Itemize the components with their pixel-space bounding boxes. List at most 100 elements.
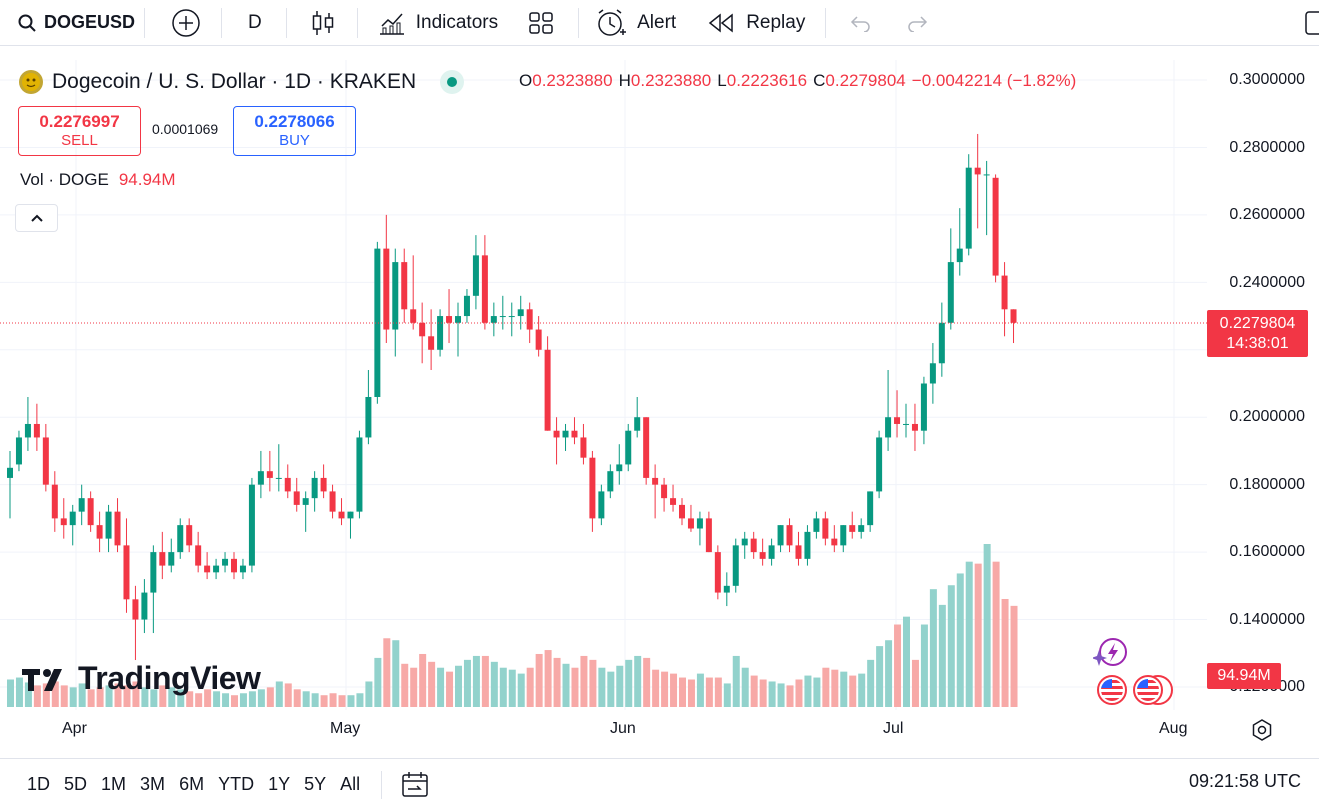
candle-body	[580, 437, 587, 458]
range-1d[interactable]: 1D	[27, 774, 51, 794]
replay-button[interactable]: Replay	[708, 0, 805, 46]
candle-body	[714, 552, 721, 593]
undo-icon	[848, 14, 872, 32]
candle-body	[437, 316, 444, 350]
candle	[195, 531, 202, 573]
candle	[723, 572, 730, 607]
range-all[interactable]: All	[340, 774, 361, 794]
candle-body	[347, 511, 354, 519]
range-1y[interactable]: 1Y	[268, 774, 291, 794]
candle-body	[114, 511, 121, 546]
candle	[571, 417, 578, 445]
volume-bar	[508, 669, 516, 707]
candle	[508, 302, 515, 337]
candle-body	[625, 430, 632, 465]
candle-body	[257, 471, 264, 485]
symbol-legend[interactable]: Dogecoin / U. S. Dollar · 1D · KRAKEN	[18, 68, 466, 96]
candle	[553, 417, 560, 465]
volume-bar	[78, 683, 86, 707]
indicators-button[interactable]: Indicators	[378, 0, 498, 46]
low-key: L	[717, 71, 727, 90]
templates-button[interactable]	[528, 0, 554, 46]
candle-body	[374, 248, 381, 397]
range-6m[interactable]: 6M	[179, 774, 205, 794]
candle	[87, 491, 94, 532]
ohlc-values: O0.2323880 H0.2323880 L0.2223616 C0.2279…	[519, 71, 1076, 91]
candle-body	[275, 477, 282, 479]
news-flash-icon[interactable]	[1091, 636, 1129, 673]
volume-bar	[239, 693, 247, 707]
interval-button[interactable]: D	[248, 11, 262, 33]
volume-bar	[849, 675, 857, 707]
candle-body	[920, 383, 927, 431]
chart-type-button[interactable]	[311, 0, 335, 46]
volume-legend[interactable]: Vol · DOGE 94.94M	[20, 170, 176, 190]
rewind-icon	[708, 12, 734, 33]
volume-bar	[696, 673, 704, 707]
divider	[144, 7, 145, 38]
candle	[302, 491, 309, 532]
candle-body	[42, 437, 49, 485]
us-flag-event-icon[interactable]	[1132, 674, 1174, 711]
volume-bar	[831, 669, 839, 707]
buy-price: 0.2278066	[254, 112, 335, 131]
candle-body	[661, 484, 668, 499]
range-ytd[interactable]: YTD	[218, 774, 255, 794]
candle	[410, 255, 417, 330]
us-flag-event-icon[interactable]	[1096, 674, 1128, 711]
candle	[437, 309, 444, 357]
candle	[607, 464, 614, 499]
gear-icon	[1251, 719, 1273, 741]
volume-bar	[383, 638, 391, 707]
redo-button[interactable]	[906, 0, 930, 46]
candle	[231, 552, 237, 580]
layout-button[interactable]	[1305, 0, 1319, 46]
divider	[221, 7, 222, 38]
chart-settings-button[interactable]	[1251, 719, 1273, 746]
candle-body	[723, 585, 730, 593]
tradingview-watermark[interactable]: TradingView	[22, 660, 261, 697]
candle	[419, 302, 426, 364]
symbol-search[interactable]: DOGEUSD	[18, 0, 136, 46]
candle-body	[481, 255, 488, 323]
alert-button[interactable]: Alert	[595, 0, 676, 46]
range-1m[interactable]: 1M	[101, 774, 127, 794]
volume-bar	[974, 563, 982, 707]
range-5d[interactable]: 5D	[64, 774, 88, 794]
collapse-legend-button[interactable]	[15, 204, 58, 232]
volume-bar	[231, 695, 238, 707]
candle	[15, 430, 22, 472]
undo-button[interactable]	[848, 0, 872, 46]
chart-pane[interactable]	[0, 52, 1319, 758]
volume-bar	[463, 659, 471, 707]
volume-bar	[526, 667, 534, 707]
candle	[750, 531, 757, 559]
candle	[499, 295, 506, 330]
candles-icon	[311, 9, 335, 37]
volume-bar	[329, 693, 337, 707]
volume-bar	[661, 671, 669, 707]
candle	[920, 376, 927, 445]
candle-body	[598, 491, 605, 519]
candle	[831, 525, 838, 553]
redo-icon	[906, 14, 930, 32]
sell-button[interactable]: 0.2276997 SELL	[18, 106, 141, 156]
volume-bar	[446, 671, 454, 707]
candle-body	[96, 525, 103, 539]
candle	[885, 370, 892, 451]
candle-body	[168, 552, 175, 566]
candle-body	[938, 322, 945, 364]
range-5y[interactable]: 5Y	[304, 774, 327, 794]
open-key: O	[519, 71, 533, 90]
range-3m[interactable]: 3M	[140, 774, 166, 794]
candle	[401, 248, 408, 323]
volume-bar	[920, 624, 928, 707]
volume-bar	[616, 665, 624, 707]
compare-button[interactable]	[171, 0, 201, 46]
clock-utc[interactable]: 09:21:58 UTC	[1188, 771, 1301, 791]
price-chart[interactable]	[0, 52, 1319, 758]
calendar-icon[interactable]	[400, 770, 430, 800]
candle	[876, 430, 883, 499]
buy-button[interactable]: 0.2278066 BUY	[233, 106, 356, 156]
candle-body	[329, 491, 336, 512]
